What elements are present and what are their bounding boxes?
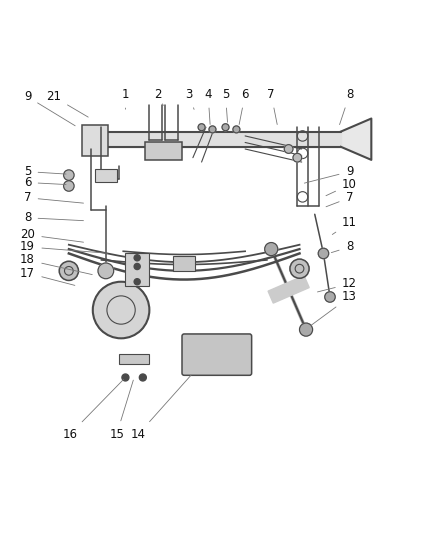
Text: 17: 17 — [20, 266, 75, 285]
FancyBboxPatch shape — [125, 254, 149, 286]
Circle shape — [64, 170, 74, 180]
Circle shape — [59, 261, 78, 280]
Text: 8: 8 — [339, 88, 353, 125]
Circle shape — [325, 292, 335, 302]
FancyBboxPatch shape — [82, 125, 108, 156]
Circle shape — [284, 144, 293, 154]
Circle shape — [209, 126, 216, 133]
FancyBboxPatch shape — [182, 334, 252, 375]
Text: 4: 4 — [205, 88, 212, 125]
FancyBboxPatch shape — [119, 353, 149, 365]
Text: 6: 6 — [239, 88, 249, 125]
Text: 14: 14 — [131, 375, 191, 441]
Circle shape — [134, 255, 140, 261]
Circle shape — [93, 282, 149, 338]
Bar — [268, 276, 309, 303]
Text: 7: 7 — [24, 191, 84, 204]
Text: 6: 6 — [24, 176, 66, 189]
Circle shape — [134, 279, 140, 285]
Circle shape — [233, 126, 240, 133]
Circle shape — [98, 263, 114, 279]
Text: 20: 20 — [20, 228, 84, 242]
Circle shape — [134, 263, 140, 270]
Text: 7: 7 — [326, 191, 353, 207]
Text: 3: 3 — [185, 88, 194, 109]
Text: 7: 7 — [268, 88, 277, 125]
Text: 1: 1 — [122, 88, 129, 109]
Text: 19: 19 — [20, 240, 107, 253]
Circle shape — [198, 124, 205, 131]
FancyBboxPatch shape — [145, 142, 182, 160]
Text: 21: 21 — [46, 90, 88, 117]
Circle shape — [265, 243, 278, 256]
Text: 18: 18 — [20, 254, 92, 274]
Text: 8: 8 — [331, 240, 353, 253]
Circle shape — [64, 181, 74, 191]
Text: 15: 15 — [110, 380, 133, 441]
Circle shape — [318, 248, 328, 259]
Circle shape — [293, 154, 302, 162]
Text: 2: 2 — [154, 88, 163, 106]
Circle shape — [139, 374, 146, 381]
Text: 12: 12 — [318, 277, 357, 292]
Circle shape — [222, 124, 229, 131]
Text: 13: 13 — [311, 290, 357, 326]
Text: 8: 8 — [24, 211, 84, 224]
FancyBboxPatch shape — [95, 168, 117, 182]
Text: 9: 9 — [304, 165, 353, 183]
Circle shape — [300, 323, 313, 336]
Text: 16: 16 — [63, 379, 124, 441]
Text: 10: 10 — [326, 178, 357, 196]
Text: 5: 5 — [222, 88, 229, 122]
FancyBboxPatch shape — [173, 256, 195, 271]
Circle shape — [122, 374, 129, 381]
Text: 11: 11 — [332, 216, 357, 235]
Polygon shape — [341, 118, 371, 160]
Circle shape — [290, 259, 309, 278]
Text: 9: 9 — [24, 90, 75, 126]
Text: 5: 5 — [24, 165, 66, 178]
